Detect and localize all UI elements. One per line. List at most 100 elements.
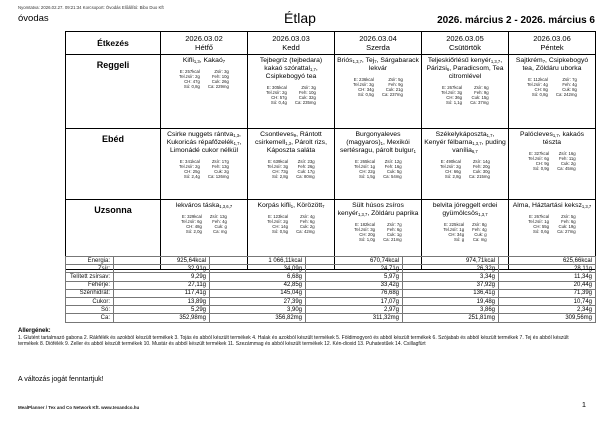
totals-value: 2,97g	[305, 305, 403, 315]
nutrition-value: Zsír: 5g	[388, 77, 403, 82]
meal-cell: Tejbegríz (tejbedara) kakaó szórattal1,7…	[247, 54, 335, 129]
nutrition-value: Zsír: 3g	[301, 85, 316, 90]
nutrition-value: Feh: 9g	[388, 82, 403, 87]
nutrition-value: Cuk: 15g	[471, 95, 489, 100]
totals-value: 974,71kcal	[402, 255, 499, 266]
meal-cell: Palócleves1,7, kakaós tészta E: 327kcal Te…	[508, 128, 596, 200]
totals-row-label: Cukor:	[65, 296, 114, 307]
nutrition-value: Zsír: 14g	[472, 159, 490, 164]
nutrition-right-column: Zsír: 5g Feh: 9g Cuk: 21g Ca: 237mg	[382, 77, 403, 97]
meal-row: Ebéd Csirke nuggets rántva1,3, Kukoricás …	[65, 128, 596, 200]
nutrition-left-column: E: 182kcal Tel.zsír: 3g CH: 20g Só: 1,0g	[354, 222, 375, 242]
totals-row-label: Telített zsírsav:	[65, 272, 114, 282]
day-name: Szerda	[366, 43, 390, 52]
meal-name: lekváros táska1,3,6,7	[175, 202, 233, 210]
nutrition-value: Tel.zsír: 4g	[527, 82, 548, 87]
nutrition-value: Feh: 6g	[387, 227, 402, 232]
meal-name: Kifli1,3, Kakaó7	[182, 57, 226, 65]
nutrition-value: Ca: 37mg	[470, 100, 489, 105]
day-date: 2026.03.06	[533, 34, 571, 43]
totals-row-label: Energia:	[65, 255, 114, 266]
nutrition-value: Cuk: 8g	[562, 87, 577, 92]
nutrition-right-column: Zsír: 3g Feh: 10g Cuk: 26g Ca: 229mg	[208, 69, 229, 89]
nutrition-left-column: E: 490kcal Tel.zsír: 2g CH: 66g Só: 2,8g	[440, 159, 461, 179]
totals-row-label: Só:	[65, 305, 114, 315]
totals-value: 37,92g	[402, 280, 499, 290]
meal-cell: Teljeskiőrlésű kenyér1,3,7, Párizsi6, Pa…	[421, 54, 509, 129]
nutrition-value: Tel.zsír: 3g	[441, 90, 463, 95]
totals-value: 136,41g	[402, 288, 499, 298]
totals-row-label: Ca:	[65, 313, 114, 323]
nutrition-left-column: E: 265kcal Tel.zsír: 1g CH: 22g Só: 1,5g	[354, 159, 375, 179]
nutrition-right-column: Zsír: 17g Feh: 13g Cuk: 2g Ca: 126mg	[208, 159, 229, 179]
nutrition-value: Feh: 16g	[384, 164, 402, 169]
nutrition-left-column: E: 257kcal Tel.zsír: 2g CH: 47g Só: 0,8g	[179, 69, 200, 89]
nutrition-value: CH: 20g	[359, 232, 376, 237]
nutrition-value: E: 329kcal	[181, 214, 202, 219]
meal-name: Sült húsos zsíros kenyér1,3,7, Zöldáru p…	[337, 202, 419, 218]
nutrition-right-column: Zsír: 7g Feh: 4g Cuk: 8g Ca: 242mg	[556, 77, 577, 97]
nutrition-value: CH: 73g	[272, 169, 289, 174]
nutrition-value: Ca: 21mg	[383, 237, 402, 242]
nutrition-value: Só: 0,5g	[272, 229, 289, 234]
nutrition-value: Ca: 27mg	[557, 229, 576, 234]
allergens-text: 1. Glutént tartalmazó gabona 2. Rákfélék…	[18, 335, 569, 347]
nutrition-value: Feh: 10g	[298, 90, 316, 95]
nutrition-block: E: 327kcal Tel.zsír: 6g CH: 9g Só: 0,9g Zsír…	[510, 151, 595, 171]
totals-value: 76,68g	[305, 288, 403, 298]
nutrition-block: E: 112kcal Tel.zsír: 4g CH: 8g Só: 0,8g Zsír…	[510, 77, 595, 97]
nutrition-value: Só: 0,8g	[531, 92, 548, 97]
totals-row: Cukor: 13,89g 27,39g 17,07g 19,48g 10,74g	[65, 296, 596, 307]
nutrition-value: Só: 1,5g	[359, 174, 376, 179]
day-header: 2026.03.06 Péntek	[508, 31, 596, 55]
nutrition-value: Zsír: 23g	[297, 159, 315, 164]
nutrition-value: E: 257kcal	[179, 69, 200, 74]
nutrition-value: E: 225kcal	[444, 222, 465, 227]
nutrition-value: Só: 2,0g	[185, 229, 202, 234]
nutrition-value: Ca: 235mg	[294, 100, 316, 105]
nutrition-value: E: 236kcal	[353, 77, 374, 82]
totals-value: 19,48g	[402, 296, 499, 307]
nutrition-value: Feh: 26g	[297, 164, 315, 169]
totals-value: 3,90g	[209, 305, 306, 315]
nutrition-value: E: 639kcal	[267, 159, 289, 164]
nutrition-value: Cuk: 26g	[211, 79, 229, 84]
nutrition-block: E: 257kcal Tel.zsír: 2g CH: 47g Só: 0,8g Zsí…	[162, 69, 247, 89]
day-name: Péntek	[540, 43, 564, 52]
nutrition-block: E: 490kcal Tel.zsír: 2g CH: 66g Só: 2,8g Zsí…	[423, 159, 508, 179]
nutrition-block: E: 267kcal Tel.zsír: 1g CH: 55g Só: 0,6g Zsí…	[510, 214, 595, 234]
nutrition-value: Tel.zsír: 2g	[267, 219, 289, 224]
meal-name: Teljeskiőrlésű kenyér1,3,7, Párizsi6, Pa…	[426, 57, 504, 80]
nutrition-value: Ca: 54mg	[383, 174, 402, 179]
totals-value: 34,09g	[209, 264, 306, 274]
nutrition-value: Ca: mg	[213, 229, 227, 234]
meal-name: Burgonyaleves (magyaros)1, Mexikói serté…	[339, 131, 417, 155]
nutrition-value: Ca: 45mg	[557, 166, 576, 171]
nutrition-value: Só: g	[454, 237, 465, 242]
nutrition-value: Zsír: 5g	[561, 214, 576, 219]
nutrition-value: Zsír: 7g	[387, 222, 402, 227]
day-header: 2026.03.05 Csütörtök	[421, 31, 509, 55]
nutrition-left-column: E: 267kcal Tel.zsír: 1g CH: 55g Só: 0,6g	[528, 214, 549, 234]
nutrition-left-column: E: 329kcal Tel.zsír: 6g CH: 48g Só: 2,0g	[181, 214, 202, 234]
nutrition-value: Zsír: 7g	[562, 77, 577, 82]
day-name: Csütörtök	[448, 43, 482, 52]
day-date: 2026.03.04	[359, 34, 397, 43]
nutrition-block: E: 329kcal Tel.zsír: 6g CH: 48g Só: 2,0g Zsí…	[162, 214, 247, 234]
totals-row: Fehérje: 27,11g 42,85g 33,42g 37,92g 20,44g	[65, 280, 596, 290]
nutrition-value: Só: 2,8g	[444, 174, 461, 179]
totals-value: 33,42g	[305, 280, 403, 290]
meal-name: Briós1,3,7, Tej7, Sárgabarack lekvár	[337, 57, 419, 72]
nutrition-block: E: 182kcal Tel.zsír: 3g CH: 20g Só: 1,0g Zsí…	[336, 222, 421, 242]
nutrition-value: CH: 8g	[534, 87, 548, 92]
nutrition-value: CH: 48g	[186, 224, 202, 229]
nutrition-value: CH: 66g	[445, 169, 461, 174]
nutrition-value: Ca: 42mg	[296, 229, 315, 234]
totals-row-label: Szénhidrát:	[65, 288, 114, 298]
nutrition-value: Cuk: 32g	[298, 95, 316, 100]
meal-row-label: Ebéd	[65, 128, 161, 200]
nutrition-value: Ca: 237mg	[381, 92, 403, 97]
nutrition-right-column: Zsír: 7g Feh: 6g Cuk: 1g Ca: 21mg	[383, 222, 402, 242]
totals-value: 6,68g	[209, 272, 306, 282]
nutrition-value: Cuk: 30g	[472, 169, 490, 174]
